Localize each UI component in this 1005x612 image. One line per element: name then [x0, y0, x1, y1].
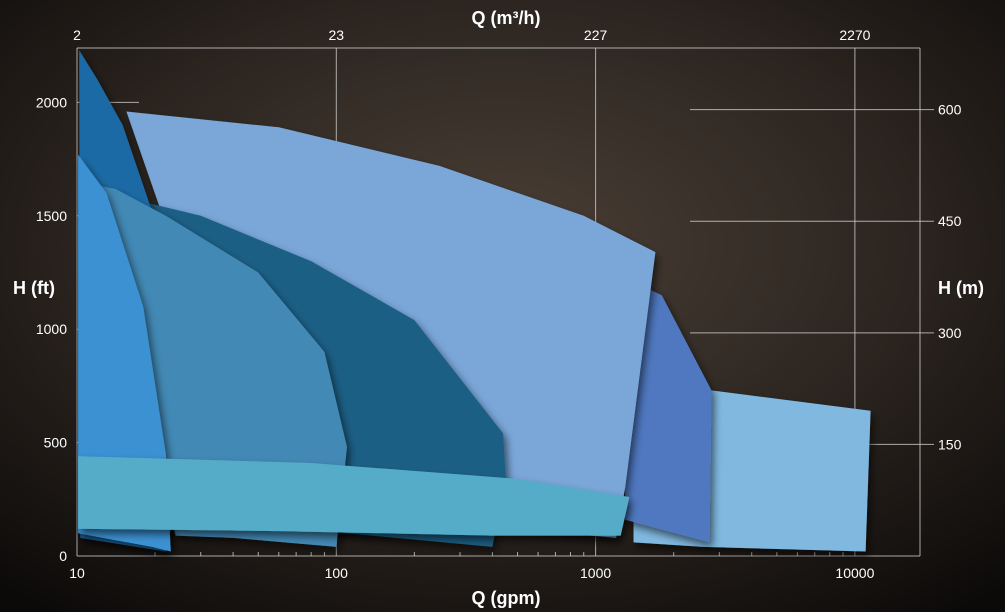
x-axis-title-bottom: Q (gpm) — [472, 588, 541, 608]
x-tick-label-bottom: 10000 — [835, 565, 874, 581]
y-tick-label-left: 1000 — [36, 321, 67, 337]
y-tick-label-right: 150 — [938, 436, 962, 452]
x-tick-label-top: 23 — [329, 27, 345, 43]
x-tick-label-bottom: 10 — [69, 565, 85, 581]
x-axis-title-top: Q (m³/h) — [472, 8, 541, 28]
performance-region — [625, 283, 712, 543]
performance-region — [78, 154, 171, 552]
y-tick-label-left: 0 — [59, 548, 67, 564]
performance-regions — [78, 50, 871, 552]
y-tick-label-left: 500 — [44, 435, 68, 451]
y-axis-title-left: H (ft) — [13, 278, 55, 298]
tick-labels: 10 100 1000 10000 2 23 227 2270 0 500 1000 1500 2000… — [36, 27, 962, 581]
performance-region — [87, 184, 347, 547]
x-tick-label-top: 2270 — [839, 27, 870, 43]
y-tick-label-left: 1500 — [36, 208, 67, 224]
y-tick-label-right: 600 — [938, 102, 962, 118]
x-tick-label-bottom: 100 — [325, 565, 349, 581]
x-tick-label-top: 227 — [584, 27, 608, 43]
x-tick-label-top: 2 — [73, 27, 81, 43]
x-tick-label-bottom: 1000 — [580, 565, 611, 581]
y-tick-label-right: 300 — [938, 325, 962, 341]
y-tick-label-left: 2000 — [36, 94, 67, 110]
performance-region — [78, 456, 630, 536]
y-tick-label-right: 450 — [938, 213, 962, 229]
y-axis-title-right: H (m) — [938, 278, 984, 298]
